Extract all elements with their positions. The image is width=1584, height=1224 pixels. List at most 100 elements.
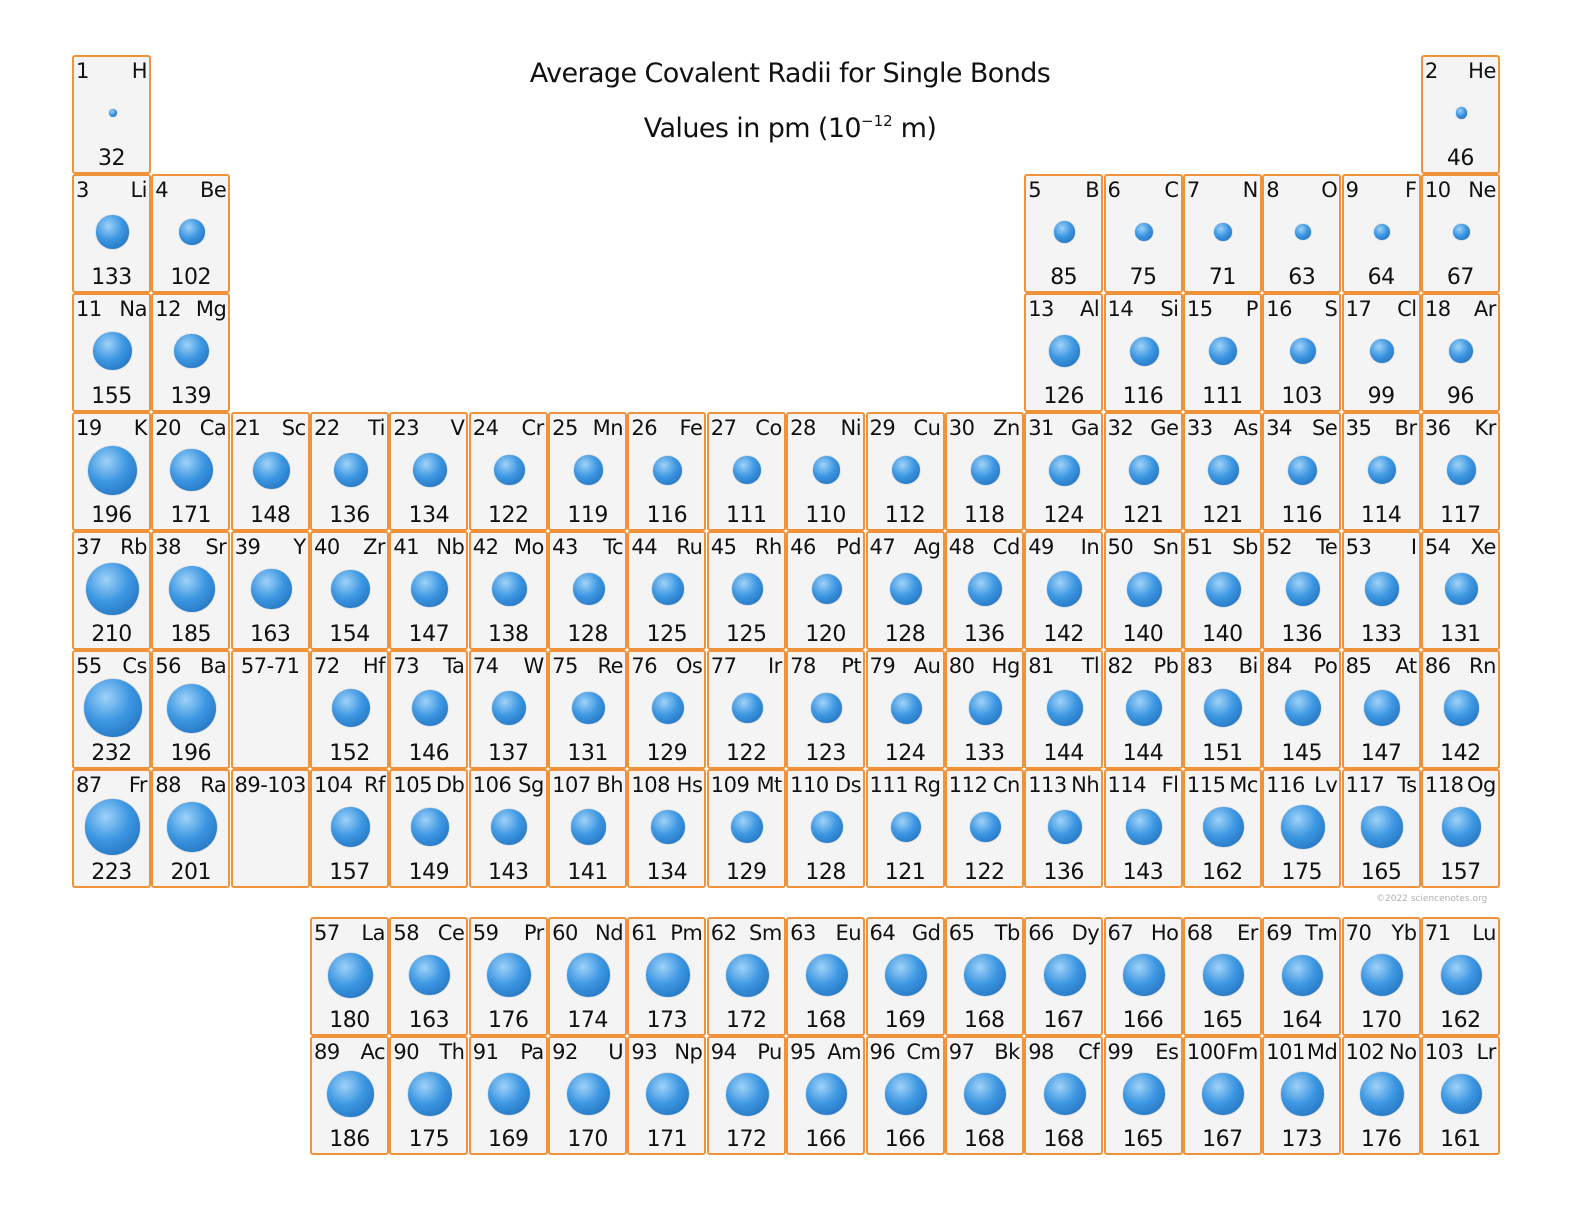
radius-value: 163	[408, 1008, 450, 1033]
atomic-number: 96	[869, 1040, 896, 1064]
atomic-number: 63	[790, 921, 816, 945]
atomic-number: 30	[948, 416, 975, 440]
radius-value: 145	[1281, 741, 1323, 766]
element-cell-k: 19 K 196	[72, 412, 151, 531]
atomic-number: 34	[1266, 416, 1293, 440]
atomic-number: 19	[76, 416, 102, 440]
radius-sphere-mark	[1046, 690, 1083, 726]
radius-sphere-mark	[1285, 572, 1320, 606]
element-cell-in: 49 In 142	[1024, 531, 1104, 650]
radius-value: 124	[1043, 503, 1084, 528]
element-symbol: Ho	[1150, 921, 1179, 945]
element-cell-be: 4 Be 102	[151, 174, 231, 293]
radius-sphere-mark	[573, 455, 604, 485]
radius-value: 128	[884, 622, 926, 647]
element-symbol: Cl	[1397, 297, 1417, 321]
element-cell-br: 35 Br 114	[1341, 412, 1421, 531]
radius-sphere-mark	[1443, 690, 1480, 726]
radius-sphere-mark	[652, 573, 684, 605]
element-cell-bh: 107 Bh 141	[548, 769, 628, 888]
radius-value: 121	[1122, 503, 1164, 528]
radius-value: 185	[170, 622, 212, 647]
element-cell-dy: 66 Dy 167	[1024, 917, 1104, 1036]
element-cell-o: 8 O 63	[1262, 174, 1342, 293]
element-cell-au: 79 Au 124	[865, 650, 945, 769]
atomic-number: 77	[710, 654, 737, 678]
element-cell-ge: 32 Ge 121	[1103, 412, 1183, 531]
element-cell-np: 93 Np 171	[627, 1036, 707, 1155]
atomic-number: 17	[1345, 297, 1372, 321]
radius-value: 139	[170, 384, 212, 409]
element-symbol: Cm	[906, 1040, 941, 1064]
atomic-number: 39	[234, 535, 261, 559]
radius-sphere-mark	[488, 1072, 531, 1116]
radius-value: 170	[567, 1127, 608, 1152]
radius-value: 136	[329, 503, 370, 528]
radius-sphere-mark	[653, 455, 683, 485]
element-cell-ac: 89 Ac 186	[310, 1036, 389, 1155]
radius-sphere-mark	[93, 331, 132, 371]
element-symbol: Se	[1312, 416, 1338, 440]
element-symbol: Te	[1316, 535, 1338, 559]
radius-sphere-mark	[1363, 689, 1401, 727]
element-cell-co: 27 Co 111	[706, 412, 786, 531]
element-cell-cd: 48 Cd 136	[944, 531, 1024, 650]
element-symbol: Ne	[1468, 178, 1496, 202]
radius-sphere-mark	[1294, 224, 1311, 240]
radius-sphere-mark	[964, 1073, 1007, 1115]
element-cell-h: 1 H 32	[72, 55, 151, 174]
atomic-number: 31	[1028, 416, 1054, 440]
radius-sphere-mark	[1048, 335, 1081, 367]
radius-sphere-mark	[733, 456, 762, 484]
radius-value: 232	[91, 741, 132, 766]
radius-sphere-mark	[1280, 805, 1325, 849]
atomic-number: 47	[869, 535, 896, 559]
atomic-number: 41	[393, 535, 420, 559]
element-symbol: Ce	[437, 921, 465, 945]
atomic-number: 43	[552, 535, 578, 559]
element-symbol: Fm	[1226, 1040, 1258, 1064]
radius-sphere-mark	[1281, 1072, 1325, 1116]
atomic-number: 85	[1345, 654, 1372, 678]
element-symbol: U	[608, 1040, 624, 1064]
atomic-number: 75	[552, 654, 578, 678]
radius-sphere-mark	[250, 568, 292, 610]
series-placeholder-cell: 57-71	[230, 650, 310, 769]
element-symbol: He	[1468, 59, 1496, 83]
element-symbol: Sm	[749, 921, 782, 945]
element-cell-sm: 62 Sm 172	[706, 917, 786, 1036]
element-cell-ca: 20 Ca 171	[151, 412, 231, 531]
atomic-number: 20	[155, 416, 182, 440]
element-cell-ra: 88 Ra 201	[151, 769, 231, 888]
radius-sphere-mark	[1126, 809, 1162, 845]
radius-value: 174	[567, 1008, 608, 1033]
element-cell-si: 14 Si 116	[1103, 293, 1183, 412]
element-symbol: Fl	[1161, 773, 1179, 797]
atomic-number: 84	[1266, 654, 1293, 678]
radius-sphere-mark	[968, 572, 1003, 606]
radius-sphere-mark	[1360, 953, 1404, 997]
radius-sphere-mark	[651, 810, 685, 844]
element-cell-pb: 82 Pb 144	[1103, 650, 1183, 769]
atomic-number: 112	[948, 773, 988, 797]
element-symbol: Os	[675, 654, 703, 678]
element-symbol: Cs	[122, 654, 147, 678]
atomic-number: 80	[948, 654, 975, 678]
element-cell-lu: 71 Lu 162	[1420, 917, 1500, 1036]
radius-sphere-mark	[1374, 224, 1391, 240]
element-symbol: At	[1395, 654, 1417, 678]
radius-value: 186	[329, 1127, 370, 1152]
radius-value: 128	[567, 622, 608, 647]
element-symbol: Lu	[1472, 921, 1496, 945]
atomic-number: 109	[710, 773, 750, 797]
radius-value: 136	[1281, 622, 1323, 647]
atomic-number: 9	[1345, 178, 1359, 202]
atomic-number: 16	[1266, 297, 1293, 321]
radius-sphere-mark	[1361, 806, 1403, 848]
atomic-number: 104	[314, 773, 353, 797]
radius-sphere-mark	[411, 808, 449, 846]
atomic-number: 113	[1028, 773, 1067, 797]
atomic-number: 95	[790, 1040, 816, 1064]
element-symbol: Mg	[195, 297, 227, 321]
element-symbol: Eu	[835, 921, 862, 945]
